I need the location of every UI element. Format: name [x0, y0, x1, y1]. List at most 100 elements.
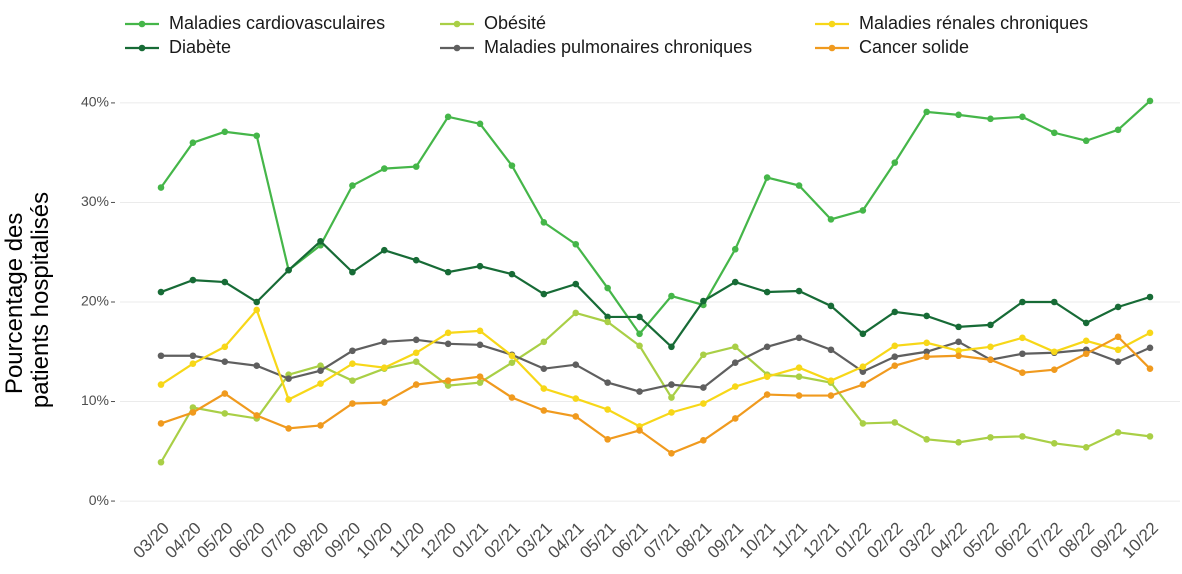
- point: [444, 382, 452, 389]
- point: [221, 343, 229, 351]
- point: [987, 434, 994, 441]
- point: [668, 343, 675, 351]
- point: [763, 288, 771, 296]
- point: [189, 404, 197, 411]
- line: [161, 336, 1151, 393]
- point: [221, 128, 229, 136]
- point: [1019, 298, 1026, 306]
- line: [160, 239, 1151, 349]
- point: [731, 343, 739, 351]
- point: [1019, 433, 1026, 440]
- point: [700, 384, 707, 391]
- point: [412, 163, 420, 170]
- x-tick-label: 09/22: [1087, 519, 1131, 563]
- point: [317, 237, 324, 245]
- point: [285, 396, 292, 403]
- x-tick-label: 06/21: [608, 519, 652, 563]
- point: [859, 368, 867, 375]
- point: [923, 348, 930, 356]
- point: [508, 162, 516, 169]
- point: [923, 108, 930, 116]
- point: [476, 379, 484, 386]
- point: [763, 343, 771, 351]
- point: [891, 308, 899, 316]
- point: [731, 245, 739, 253]
- point: [476, 262, 484, 270]
- line: [160, 307, 1151, 428]
- point: [987, 115, 994, 123]
- y-tick-label: 20%: [81, 293, 109, 309]
- point: [1114, 358, 1122, 366]
- point: [668, 449, 675, 457]
- point: [349, 182, 356, 189]
- point: [955, 347, 962, 355]
- point: [1114, 303, 1122, 311]
- y-tick-label: 10%: [81, 392, 109, 408]
- point: [859, 381, 867, 388]
- point: [157, 288, 165, 296]
- point: [349, 360, 356, 368]
- point: [540, 338, 548, 346]
- point: [1050, 366, 1058, 373]
- point: [285, 266, 292, 274]
- point: [412, 358, 420, 366]
- point: [763, 174, 771, 181]
- x-tick-label: 08/22: [1055, 519, 1099, 563]
- x-tick-label: 04/20: [161, 519, 205, 563]
- legend-label: Maladies rénales chroniques: [859, 13, 1088, 33]
- point: [859, 330, 867, 338]
- point: [955, 111, 962, 119]
- point: [349, 268, 356, 276]
- line: [160, 100, 1151, 336]
- point: [253, 298, 261, 306]
- legend-swatch: [453, 44, 461, 52]
- point: [1114, 429, 1122, 436]
- point: [987, 356, 994, 364]
- point: [476, 373, 484, 380]
- point: [891, 419, 899, 426]
- point: [604, 406, 611, 413]
- point: [891, 342, 899, 350]
- point: [540, 407, 548, 414]
- point: [1146, 97, 1154, 105]
- point: [444, 268, 452, 276]
- point: [253, 412, 261, 419]
- point: [349, 400, 356, 407]
- point: [955, 352, 962, 360]
- point: [444, 329, 452, 337]
- point: [1050, 440, 1058, 447]
- x-tick-label: 03/20: [129, 519, 173, 563]
- point: [253, 362, 261, 369]
- point: [1050, 298, 1058, 306]
- point: [157, 420, 165, 427]
- point: [317, 367, 324, 374]
- legend-swatch: [828, 20, 836, 28]
- point: [1082, 319, 1090, 327]
- point: [381, 165, 388, 172]
- point: [763, 373, 771, 380]
- legend-label: Cancer solide: [859, 37, 969, 57]
- y-tick-label: 0%: [89, 492, 109, 508]
- x-tick-label: 10/20: [353, 519, 397, 563]
- point: [795, 287, 803, 295]
- x-tick-label: 02/21: [480, 519, 524, 563]
- x-tick-label: 12/21: [799, 519, 843, 563]
- point: [221, 390, 229, 397]
- point: [636, 388, 643, 395]
- point: [540, 219, 548, 226]
- point: [827, 302, 835, 310]
- legend-label: Obésité: [484, 13, 546, 33]
- point: [349, 347, 356, 355]
- x-tick-label: 08/21: [672, 519, 716, 563]
- point: [157, 184, 165, 191]
- x-tick-label: 06/20: [225, 519, 269, 563]
- point: [508, 270, 516, 278]
- point: [636, 330, 643, 338]
- x-tick-label: 04/22: [927, 519, 971, 563]
- point: [221, 358, 229, 366]
- point: [1146, 433, 1154, 440]
- point: [1019, 369, 1026, 376]
- point: [221, 278, 229, 286]
- point: [1082, 337, 1090, 345]
